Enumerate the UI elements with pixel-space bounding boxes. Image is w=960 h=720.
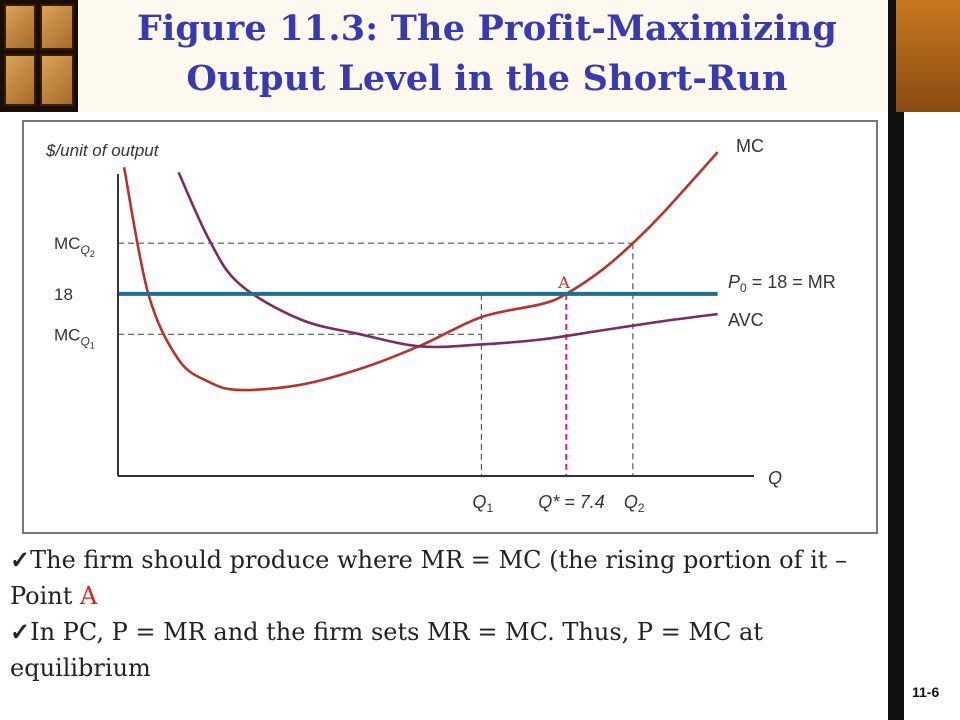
decor-tile <box>4 54 36 106</box>
y-tick-label: MCQ2 <box>54 234 95 259</box>
avc-curve-label: AVC <box>728 310 764 330</box>
point-a-label: A <box>557 273 570 292</box>
bullet-highlight: A <box>80 582 98 610</box>
bullet-item: ✓The firm should produce where MR = MC (… <box>10 542 880 614</box>
page-title-line-2: Output Level in the Short-Run <box>186 58 788 99</box>
mr-line-label: P0 = 18 = MR <box>728 272 836 295</box>
x-axis-label: Q <box>768 468 782 488</box>
y-axis-label: $/unit of output <box>45 141 160 160</box>
x-tick-labels: Q1 Q* = 7.4 Q2 <box>472 492 644 515</box>
bullet-item: ✓In PC, P = MR and the firm sets MR = MC… <box>10 614 880 686</box>
right-decor-panel <box>896 0 960 112</box>
divider-bar <box>888 112 904 720</box>
title-band: Figure 11.3: The Profit-Maximizing Outpu… <box>78 0 896 112</box>
guide-lines <box>118 242 634 476</box>
mc-curve <box>122 151 719 392</box>
check-icon: ✓ <box>10 545 31 574</box>
x-tick-label: Q* = 7.4 <box>538 492 605 512</box>
decor-tile <box>4 4 36 50</box>
y-tick-label: 18 <box>54 285 73 304</box>
y-tick-labels: MCQ2 18 MCQ1 <box>54 234 95 350</box>
bullet-list: ✓The firm should produce where MR = MC (… <box>10 542 880 686</box>
avc-curve <box>177 171 718 349</box>
decor-tile <box>40 4 74 50</box>
slide-number: 11-6 <box>912 684 940 700</box>
curves-group <box>118 151 719 392</box>
x-tick-label: Q2 <box>624 492 645 515</box>
decor-tile <box>40 54 74 106</box>
page-title-line-1: Figure 11.3: The Profit-Maximizing <box>136 8 838 49</box>
y-tick-label: MCQ1 <box>54 325 95 350</box>
bullet-text: In PC, P = MR and the firm sets MR = MC.… <box>10 618 763 682</box>
annotations: A <box>557 273 570 292</box>
chart-frame: $/unit of output Q MCQ2 18 MCQ1 Q1 Q* = 7.4… <box>22 120 878 534</box>
check-icon: ✓ <box>10 617 31 646</box>
bullet-text: The firm should produce where MR = MC (t… <box>10 546 848 610</box>
mc-curve-label: MC <box>736 136 764 156</box>
x-tick-label: Q1 <box>472 492 493 515</box>
